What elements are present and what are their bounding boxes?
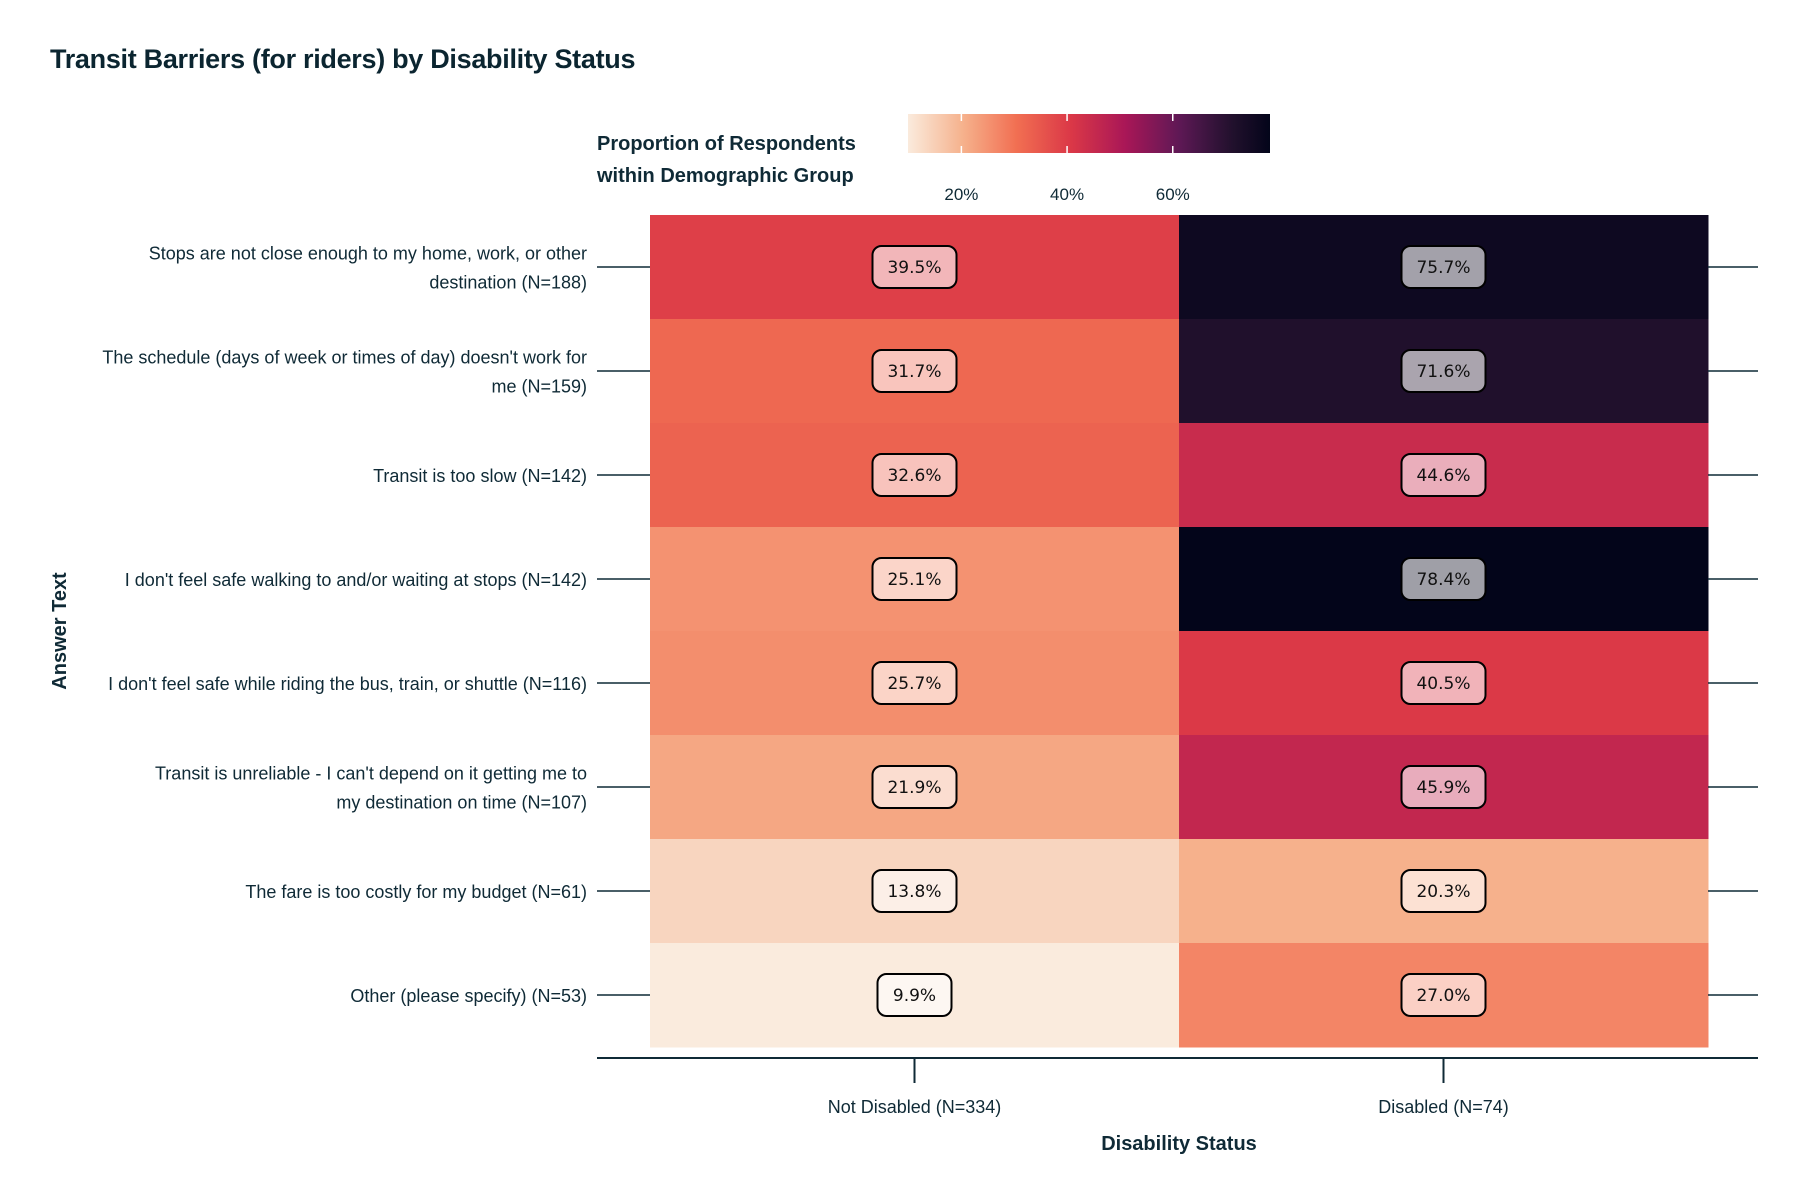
legend-title: Proportion of Respondents bbox=[597, 133, 856, 155]
cell-value-label: 44.6% bbox=[1416, 466, 1470, 486]
ytick-label: I don't feel safe walking to and/or wait… bbox=[125, 570, 587, 590]
cell-label-box bbox=[871, 557, 958, 601]
cell-value-label: 27.0% bbox=[1416, 986, 1470, 1006]
legend-tick-label: 20% bbox=[944, 185, 978, 204]
cell-label-box bbox=[1400, 557, 1487, 601]
legend-tick-label: 60% bbox=[1156, 185, 1190, 204]
ytick-label: Stops are not close enough to my home, w… bbox=[149, 244, 587, 264]
xtick-label: Not Disabled (N=334) bbox=[828, 1097, 1002, 1117]
axes: Stops are not close enough to my home, w… bbox=[49, 244, 1758, 1155]
cell-value-label: 45.9% bbox=[1416, 778, 1470, 798]
y-axis-title: Answer Text bbox=[49, 572, 71, 690]
cell-label-box bbox=[871, 765, 958, 809]
cell-label-box bbox=[1400, 973, 1487, 1017]
cell-value-label: 40.5% bbox=[1416, 674, 1470, 694]
cell-value-label: 75.7% bbox=[1416, 258, 1470, 278]
ytick-label: Transit is unreliable - I can't depend o… bbox=[155, 764, 587, 784]
cell-label-box bbox=[871, 453, 958, 497]
cell-value-label: 13.8% bbox=[887, 882, 941, 902]
cell-value-label: 21.9% bbox=[887, 778, 941, 798]
cell-value-label: 9.9% bbox=[893, 986, 936, 1006]
cell-value-label: 20.3% bbox=[1416, 882, 1470, 902]
cell-label-box bbox=[871, 245, 958, 289]
cell-label-box bbox=[871, 869, 958, 913]
chart-title: Transit Barriers (for riders) by Disabil… bbox=[50, 44, 636, 74]
ytick-label: The fare is too costly for my budget (N=… bbox=[245, 882, 587, 902]
cell-value-label: 25.1% bbox=[887, 570, 941, 590]
cell-label-box bbox=[871, 349, 958, 393]
color-legend: 20% 40% 60% Proportion of Respondents within… bbox=[596, 114, 1270, 204]
cell-value-label: 32.6% bbox=[887, 466, 941, 486]
ytick-label: Transit is too slow (N=142) bbox=[373, 466, 587, 486]
ytick-label: destination (N=188) bbox=[429, 273, 587, 293]
cell-value-label: 31.7% bbox=[887, 362, 941, 382]
cell-label-box bbox=[876, 973, 953, 1017]
ytick-label: I don't feel safe while riding the bus, … bbox=[108, 674, 587, 694]
heatmap-cells: 39.5% 75.7% 31.7% 71.6% 32.6% 44.6% 25.1% 78.4%… bbox=[650, 215, 1709, 1048]
cell-label-box bbox=[1400, 869, 1487, 913]
ytick-label: me (N=159) bbox=[491, 377, 587, 397]
cell-label-box bbox=[1400, 661, 1487, 705]
cell-label-box bbox=[871, 661, 958, 705]
cell-value-label: 78.4% bbox=[1416, 570, 1470, 590]
cell-value-label: 39.5% bbox=[887, 258, 941, 278]
cell-label-box bbox=[1400, 349, 1487, 393]
cell-label-box bbox=[1400, 453, 1487, 497]
xtick-label: Disabled (N=74) bbox=[1378, 1097, 1509, 1117]
cell-value-label: 25.7% bbox=[887, 674, 941, 694]
cell-label-box bbox=[1400, 765, 1487, 809]
legend-colorbar bbox=[908, 114, 1270, 153]
legend-title: within Demographic Group bbox=[596, 165, 854, 187]
ytick-label: my destination on time (N=107) bbox=[336, 793, 587, 813]
legend-tick-label: 40% bbox=[1050, 185, 1084, 204]
x-axis-title: Disability Status bbox=[1101, 1133, 1257, 1155]
cell-value-label: 71.6% bbox=[1416, 362, 1470, 382]
ytick-label: Other (please specify) (N=53) bbox=[350, 986, 587, 1006]
ytick-label: The schedule (days of week or times of d… bbox=[102, 348, 587, 368]
cell-label-box bbox=[1400, 245, 1487, 289]
